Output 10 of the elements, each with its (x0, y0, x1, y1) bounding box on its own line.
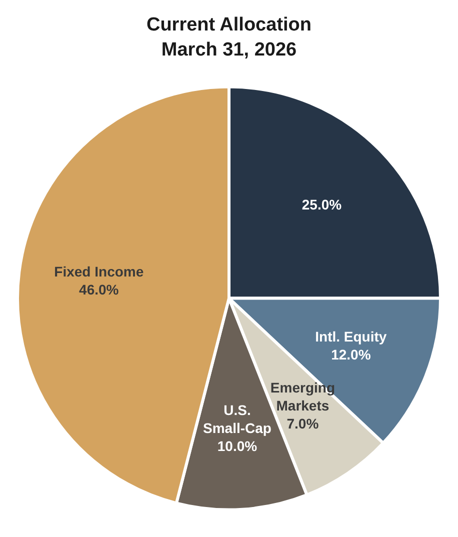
data-label: 10.0% (217, 438, 258, 454)
slice-label: U.S. Small-Cap (203, 402, 272, 436)
chart-subtitle: March 31, 2026 (161, 39, 297, 60)
data-label: 46.0% (79, 282, 120, 298)
chart-title: Current Allocation (146, 14, 312, 36)
slice-label: Fixed Income (54, 264, 144, 280)
slice-label: Intl. Equity (315, 328, 387, 344)
data-label: 25.0% (302, 196, 342, 212)
data-label: 12.0% (331, 346, 372, 362)
data-label: 7.0% (286, 416, 320, 432)
